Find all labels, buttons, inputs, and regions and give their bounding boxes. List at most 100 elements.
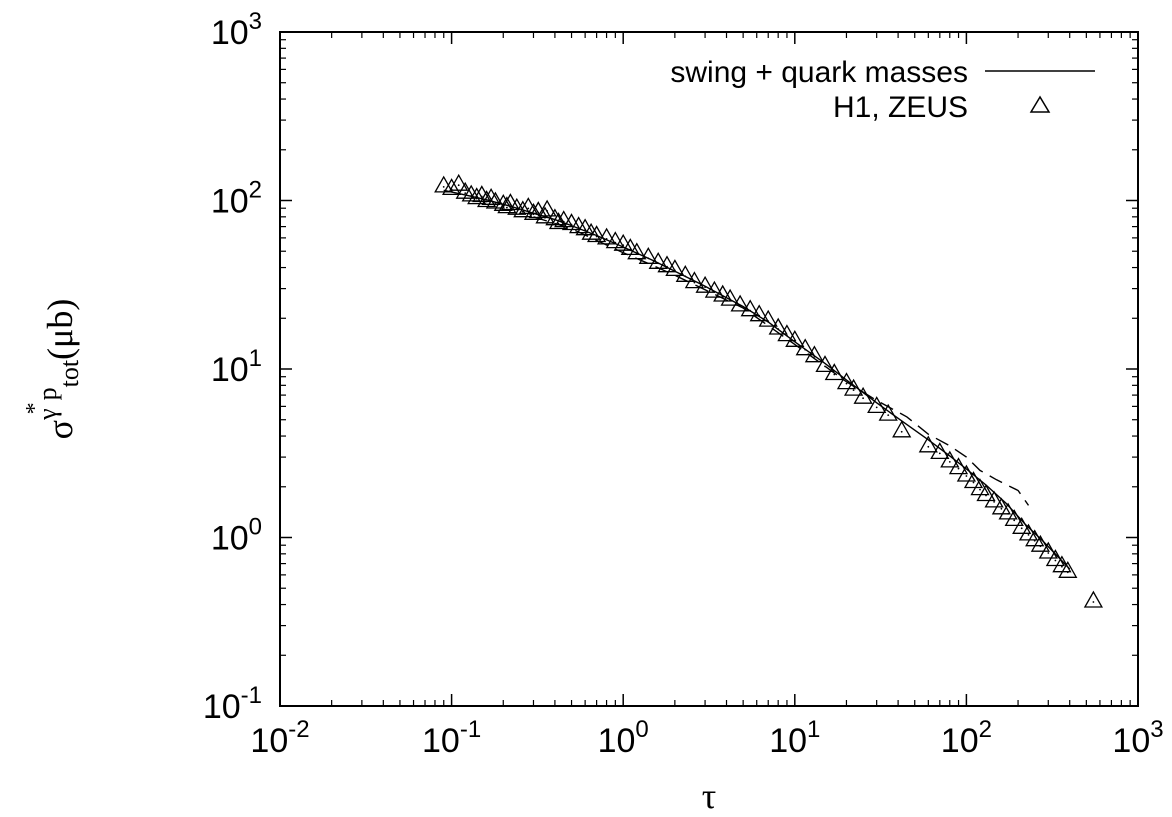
data-point-center [629, 248, 632, 251]
data-point-center [887, 414, 890, 416]
y-tick-exponent: -1 [241, 682, 262, 709]
data-point-center [749, 309, 752, 312]
legend-marker-data [1029, 95, 1051, 113]
x-tick-base: 10 [598, 722, 636, 760]
data-point [795, 338, 815, 356]
x-tick-label: 100 [598, 716, 649, 760]
data-point [1004, 509, 1024, 527]
data-point-center [544, 216, 546, 219]
y-tick-base: 10 [211, 520, 249, 558]
data-point-center [657, 262, 660, 265]
svg-text:σγ*ptot(μb): σγ* ptot(μb) [22, 299, 84, 440]
series-data-points [434, 173, 1104, 608]
data-point-center [1061, 565, 1063, 568]
x-tick-label: 10-2 [250, 716, 309, 760]
data-point-center [595, 235, 598, 238]
data-point [665, 259, 685, 277]
data-point-center [666, 265, 668, 268]
y-tick-base: 10 [211, 14, 249, 52]
data-point-center [1033, 539, 1036, 542]
data-point-center [875, 406, 878, 409]
x-tick-exponent: 0 [635, 716, 648, 743]
data-point-center [647, 257, 650, 260]
data-point-center [614, 241, 617, 244]
x-tick-label: 10-1 [422, 716, 481, 760]
data-point [675, 264, 695, 282]
x-axis-title: τ [702, 776, 716, 816]
x-tick-exponent: 2 [979, 716, 992, 743]
data-point-center [1007, 513, 1009, 515]
data-point-center [938, 452, 941, 455]
plot-frame [279, 31, 1139, 707]
data-point [768, 317, 788, 335]
data-point-center [833, 373, 836, 376]
y-tick-label: 10-1 [203, 682, 262, 726]
data-point-center [948, 461, 951, 463]
legend: swing + quark masses H1, ZEUS [670, 56, 1095, 124]
data-point-center [464, 192, 467, 195]
data-point [441, 178, 462, 196]
data-point [1083, 590, 1104, 608]
data-point-center [704, 286, 706, 289]
data-point [1018, 523, 1039, 541]
data-point [554, 210, 574, 228]
data-point-center [927, 445, 930, 448]
data-point-center [570, 223, 573, 226]
data-point [596, 227, 617, 245]
data-point-center [1013, 519, 1016, 522]
y-axis-title: σγ* ptot(μb) [22, 299, 84, 440]
data-point [867, 396, 887, 414]
x-tick-exponent: -1 [460, 716, 481, 743]
data-point [605, 231, 625, 249]
data-point [815, 355, 835, 373]
y-tick-base: 10 [211, 183, 249, 221]
data-point-center [1066, 571, 1069, 574]
data-point [777, 324, 797, 342]
y-tick-exponent: 2 [249, 177, 262, 204]
y-tick-base: 10 [203, 688, 241, 726]
x-tick-base: 10 [941, 722, 979, 760]
data-point-center [739, 305, 741, 307]
data-point-center [993, 501, 995, 503]
data-point [513, 200, 533, 218]
y-title-unit: (μb) [40, 299, 80, 360]
y-tick-exponent: 3 [249, 8, 262, 35]
data-point-center [494, 202, 497, 204]
data-point [613, 233, 633, 251]
data-point-center [537, 211, 540, 214]
x-tick-exponent: -2 [288, 716, 309, 743]
data-point-center [506, 206, 508, 209]
x-tick-base: 10 [769, 722, 807, 760]
data-point-center [852, 389, 855, 391]
data-point [740, 299, 760, 317]
data-point-center [480, 195, 483, 198]
data-point-center [721, 295, 724, 297]
data-point [970, 478, 990, 496]
data-point [804, 345, 825, 363]
data-point [568, 216, 589, 234]
axis-ticks [279, 31, 1139, 707]
data-point [956, 464, 977, 482]
data-point-center [1027, 534, 1030, 536]
data-point-center [693, 281, 696, 284]
x-tick-base: 10 [1112, 722, 1150, 760]
data-point-center [979, 488, 981, 491]
data-point-center [777, 328, 780, 330]
y-tick-label: 103 [211, 8, 262, 52]
y-title-sub: tot [55, 359, 84, 387]
x-tick-labels: 10-2 10-1 100 101 102 103 [250, 716, 1163, 760]
data-point-center [546, 210, 548, 212]
data-point [991, 497, 1012, 515]
data-point-center [713, 291, 716, 293]
data-point-center [485, 200, 488, 203]
data-point [713, 284, 733, 302]
data-point-center [985, 494, 987, 497]
data-point [963, 471, 984, 489]
data-point [878, 403, 898, 421]
y-title-base: σ [40, 420, 80, 439]
data-point [545, 208, 565, 226]
data-point-center [965, 475, 968, 477]
data-point [537, 199, 557, 217]
y-title-after: p [33, 387, 62, 400]
